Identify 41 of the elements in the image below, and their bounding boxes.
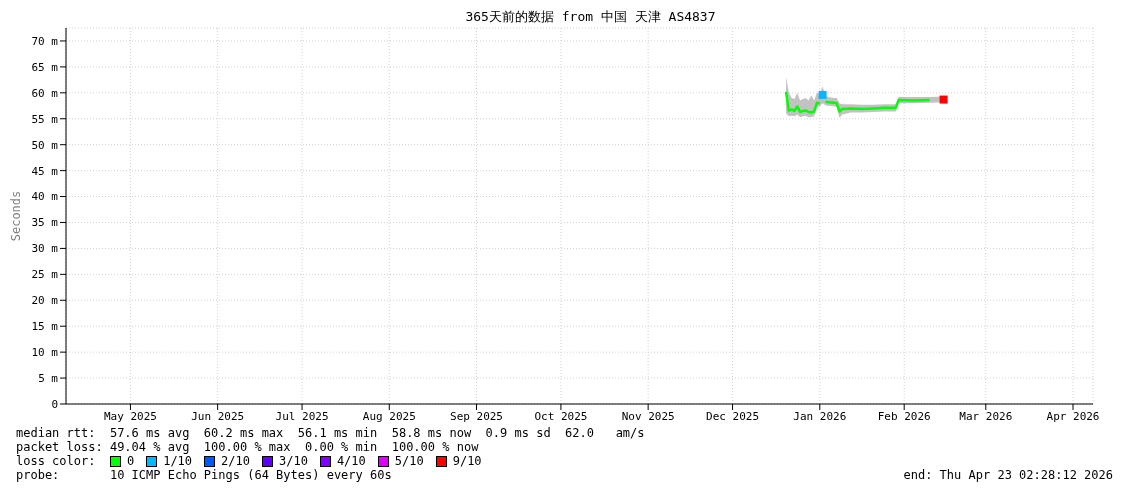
legend-label: 4/10	[336, 454, 366, 468]
y-tick-label: 10 m	[31, 346, 59, 360]
x-tick-label: Aug 2025	[362, 409, 416, 423]
y-axis-title: Seconds	[9, 190, 24, 242]
y-tick-label: 35 m	[31, 216, 59, 230]
y-tick-label: 25 m	[31, 268, 59, 282]
y-tick-label: 15 m	[31, 320, 59, 334]
x-tick-label: Sep 2025	[450, 409, 503, 423]
text: end: Thu Apr 23 02:28:12 2026	[903, 468, 1113, 482]
legend-label: 0	[126, 454, 135, 468]
y-tick-label: 60 m	[31, 86, 59, 100]
y-tick-label: 5 m	[38, 371, 59, 385]
y-tick-label: 40 m	[31, 190, 59, 204]
x-tick-label: May 2025	[103, 409, 157, 423]
text: packet loss: 49.04 % avg 100.00 % max 0.00 % min 100.00 % now	[16, 440, 480, 454]
text: probe: 10 ICMP Echo Pings (64 Bytes) every 60s	[16, 468, 392, 482]
x-tick-label: Oct 2025	[534, 409, 588, 423]
x-tick-label: Jul 2025	[275, 409, 329, 423]
x-tick-label: Jan 2026	[793, 409, 847, 423]
y-tick-label: 50 m	[31, 138, 59, 152]
y-tick-label: 45 m	[31, 164, 59, 178]
y-tick-label: 70 m	[31, 34, 59, 48]
legend-label: 1/10	[163, 454, 193, 468]
legend-label: 3/10	[278, 454, 308, 468]
y-tick-label: 30 m	[31, 242, 59, 256]
chart-title: 365天前的数据 from 中国 天津 AS4837	[464, 8, 717, 26]
x-tick-label: Nov 2025	[621, 409, 675, 423]
x-tick-label: Dec 2025	[706, 409, 760, 423]
y-tick-label: 20 m	[31, 294, 59, 308]
y-tick-label: 65 m	[31, 60, 59, 74]
x-tick-label: Mar 2026	[959, 409, 1013, 423]
y-tick-label: 55 m	[31, 112, 59, 126]
y-tick-label: 0	[51, 397, 58, 411]
x-tick-label: Feb 2026	[877, 409, 931, 423]
x-tick-label: Apr 2026	[1046, 409, 1100, 423]
x-tick-label: Jun 2025	[191, 409, 245, 423]
legend-label: 5/10	[394, 454, 424, 468]
legend-label: 2/10	[221, 454, 250, 468]
legend-label: 9/10	[452, 454, 482, 468]
legend-title: loss color:	[16, 454, 97, 468]
text: median rtt: 57.6 ms avg 60.2 ms max 56.1 ms min 58.8 ms now 0.9 ms sd 62.0 am/s	[16, 426, 646, 440]
